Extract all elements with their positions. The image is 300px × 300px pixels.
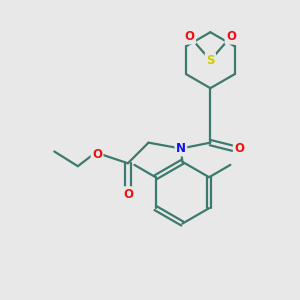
- Text: S: S: [206, 54, 214, 67]
- Text: O: O: [226, 30, 236, 43]
- Text: O: O: [123, 188, 133, 201]
- Text: N: N: [176, 142, 186, 155]
- Text: O: O: [185, 30, 195, 43]
- Text: O: O: [92, 148, 102, 161]
- Text: O: O: [234, 142, 244, 155]
